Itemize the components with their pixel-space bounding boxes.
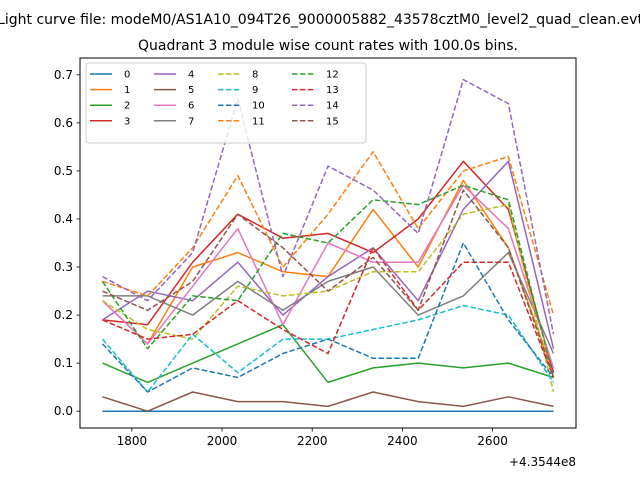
legend-label-1: 1	[124, 85, 130, 96]
figure-suptitle: Light curve file: modeM0/AS1A10_094T26_9…	[0, 12, 640, 28]
legend-label-3: 3	[124, 116, 130, 127]
y-tick-label: 0.1	[54, 356, 73, 370]
y-tick-label: 0.6	[54, 116, 73, 130]
legend-label-9: 9	[252, 85, 258, 96]
series-line-11	[102, 150, 555, 316]
legend-label-15: 15	[326, 116, 339, 127]
axes-frame	[79, 57, 577, 429]
x-tick-label: 1800	[117, 434, 148, 448]
legend-frame	[85, 62, 367, 144]
series-line-12	[101, 184, 555, 378]
y-tick-label: 0.2	[54, 308, 73, 322]
legend-label-6: 6	[188, 101, 194, 112]
legend-label-0: 0	[124, 70, 130, 81]
x-axis-ticks: 1800 2000 2200 2400 2600	[117, 428, 508, 448]
y-tick-label: 0.5	[54, 164, 73, 178]
x-tick-label: 2600	[477, 434, 508, 448]
x-axis-offset-label: +4.3544e8	[509, 455, 576, 469]
series-line-13	[102, 247, 555, 378]
legend-label-11: 11	[252, 116, 265, 127]
series-line-7	[102, 251, 555, 354]
y-axis-ticks: 0.0 0.1 0.2 0.3 0.4 0.5 0.6 0.7	[54, 68, 80, 418]
series-line-9	[101, 304, 555, 393]
series-line-2	[102, 323, 554, 384]
y-tick-label: 0.0	[54, 404, 73, 418]
x-tick-label: 2000	[207, 434, 238, 448]
legend-label-4: 4	[188, 70, 194, 81]
series-line-5	[102, 391, 554, 412]
legend-label-7: 7	[188, 116, 194, 127]
y-tick-label: 0.7	[54, 68, 73, 82]
legend-label-10: 10	[252, 101, 265, 112]
legend-label-13: 13	[326, 85, 339, 96]
legend-label-5: 5	[188, 85, 194, 96]
x-tick-label: 2200	[297, 434, 328, 448]
series-line-14	[102, 78, 555, 335]
y-tick-label: 0.3	[54, 260, 73, 274]
legend-label-2: 2	[124, 101, 130, 112]
series-line-15	[102, 189, 555, 378]
series-line-10	[101, 242, 555, 393]
y-tick-label: 0.4	[54, 212, 73, 226]
chart-title: Quadrant 3 module wise count rates with …	[138, 38, 518, 54]
legend-label-14: 14	[326, 101, 339, 112]
series-line-3	[102, 160, 555, 373]
x-tick-label: 2400	[387, 434, 418, 448]
legend-label-8: 8	[252, 70, 258, 81]
series-line-4	[102, 160, 555, 349]
legend-label-12: 12	[326, 70, 339, 81]
plot-lines	[101, 78, 555, 412]
series-line-6	[101, 184, 555, 369]
